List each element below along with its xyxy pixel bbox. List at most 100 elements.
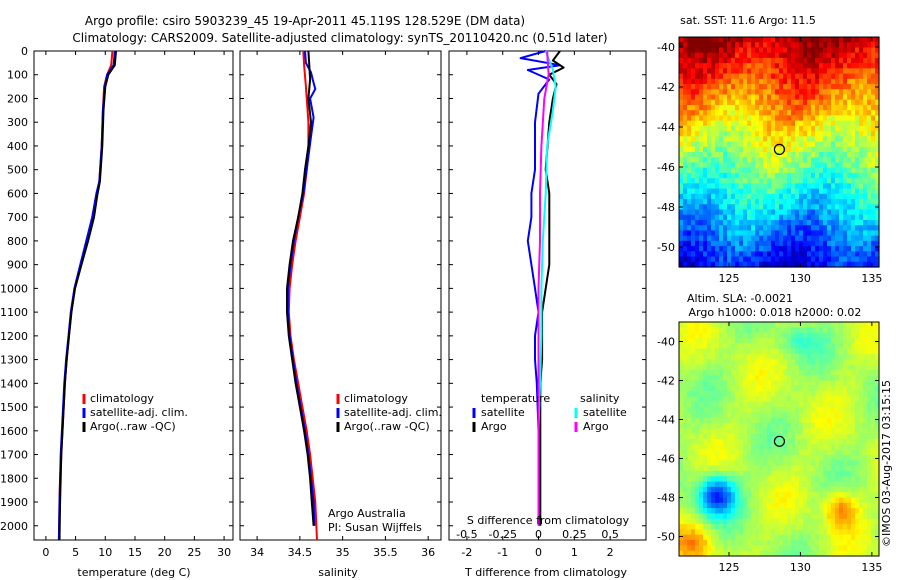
heatmap-cell: [747, 214, 752, 221]
heatmap-cell: [807, 428, 812, 435]
heatmap-cell: [839, 261, 844, 268]
heatmap-cell: [807, 470, 812, 477]
heatmap-cell: [835, 225, 840, 232]
heatmap-cell: [875, 359, 880, 366]
heatmap-cell: [731, 199, 736, 205]
heatmap-cell: [859, 359, 864, 366]
heatmap-cell: [739, 529, 744, 536]
heatmap-cell: [859, 178, 864, 184]
heatmap-cell: [827, 497, 832, 504]
heatmap-cell: [715, 84, 720, 90]
heatmap-cell: [711, 209, 716, 216]
heatmap-cell: [695, 183, 700, 190]
heatmap-cell: [859, 157, 864, 164]
heatmap-cell: [803, 481, 808, 488]
heatmap-cell: [743, 78, 748, 85]
heatmap-cell: [679, 407, 684, 414]
heatmap-cell: [831, 57, 836, 64]
heatmap-cell: [843, 375, 848, 382]
heatmap-cell: [771, 167, 776, 174]
heatmap-cell: [707, 513, 712, 520]
heatmap-cell: [687, 52, 692, 59]
heatmap-cell: [711, 73, 716, 80]
heatmap-cell: [831, 545, 836, 552]
heatmap-cell: [791, 193, 796, 200]
heatmap-cell: [767, 251, 772, 258]
heatmap-cell: [799, 508, 804, 515]
heatmap-cell: [719, 89, 724, 96]
heatmap-cell: [807, 364, 812, 371]
y-tick-label: 100: [7, 69, 28, 82]
heatmap-cell: [767, 385, 772, 392]
heatmap-cell: [855, 550, 860, 557]
heatmap-cell: [759, 115, 764, 122]
heatmap-cell: [835, 209, 840, 216]
heatmap-cell: [727, 396, 732, 403]
heatmap-cell: [707, 524, 712, 531]
heatmap-cell: [755, 209, 760, 216]
heatmap-cell: [683, 337, 688, 344]
heatmap-cell: [687, 327, 692, 334]
heatmap-cell: [783, 502, 788, 509]
heatmap-cell: [707, 364, 712, 371]
heatmap-cell: [835, 524, 840, 531]
heatmap-cell: [683, 240, 688, 247]
heatmap-cell: [863, 540, 868, 546]
heatmap-cell: [755, 332, 760, 339]
heatmap-cell: [711, 219, 716, 226]
heatmap-cell: [811, 178, 816, 184]
heatmap-cell: [831, 235, 836, 242]
heatmap-cell: [763, 146, 768, 153]
heatmap-cell: [867, 369, 872, 376]
heatmap-cell: [799, 454, 804, 461]
heatmap-cell: [847, 225, 852, 232]
heatmap-cell: [843, 337, 848, 344]
heatmap-cell: [815, 518, 820, 525]
heatmap-cell: [679, 63, 684, 69]
heatmap-cell: [867, 497, 872, 504]
heatmap-cell: [751, 540, 756, 546]
heatmap-cell: [871, 545, 876, 552]
heatmap-cell: [747, 73, 752, 80]
heatmap-cell: [827, 423, 832, 429]
heatmap-cell: [695, 524, 700, 531]
heatmap-cell: [855, 261, 860, 268]
heatmap-cell: [751, 240, 756, 247]
heatmap-cell: [819, 230, 824, 237]
heatmap-cell: [735, 199, 740, 205]
heatmap-cell: [771, 63, 776, 69]
heatmap-cell: [703, 364, 708, 371]
heatmap-cell: [731, 94, 736, 101]
heatmap-cell: [735, 444, 740, 451]
heatmap-cell: [863, 110, 868, 117]
heatmap-cell: [695, 407, 700, 414]
heatmap-cell: [795, 529, 800, 536]
heatmap-cell: [823, 449, 828, 456]
heatmap-cell: [743, 348, 748, 355]
heatmap-cell: [859, 332, 864, 339]
heatmap-cell: [735, 157, 740, 164]
heatmap-cell: [795, 99, 800, 106]
heatmap-cell: [759, 204, 764, 211]
heatmap-cell: [775, 115, 780, 122]
heatmap-cell: [699, 391, 704, 398]
heatmap-cell: [787, 545, 792, 552]
heatmap-cell: [871, 322, 876, 328]
heatmap-cell: [715, 162, 720, 169]
heatmap-cell: [799, 141, 804, 148]
heatmap-cell: [699, 327, 704, 334]
heatmap-cell: [679, 89, 684, 96]
heatmap-cell: [743, 47, 748, 54]
heatmap-cell: [699, 322, 704, 328]
heatmap-cell: [707, 369, 712, 376]
heatmap-cell: [699, 219, 704, 226]
heatmap-cell: [707, 214, 712, 221]
heatmap-cell: [715, 417, 720, 424]
heatmap-cell: [767, 444, 772, 451]
heatmap-cell: [823, 460, 828, 467]
heatmap-cell: [791, 110, 796, 117]
map-y-tick-label: -50: [657, 531, 675, 544]
heatmap-cell: [743, 518, 748, 525]
heatmap-cell: [767, 167, 772, 174]
heatmap-cell: [775, 256, 780, 263]
